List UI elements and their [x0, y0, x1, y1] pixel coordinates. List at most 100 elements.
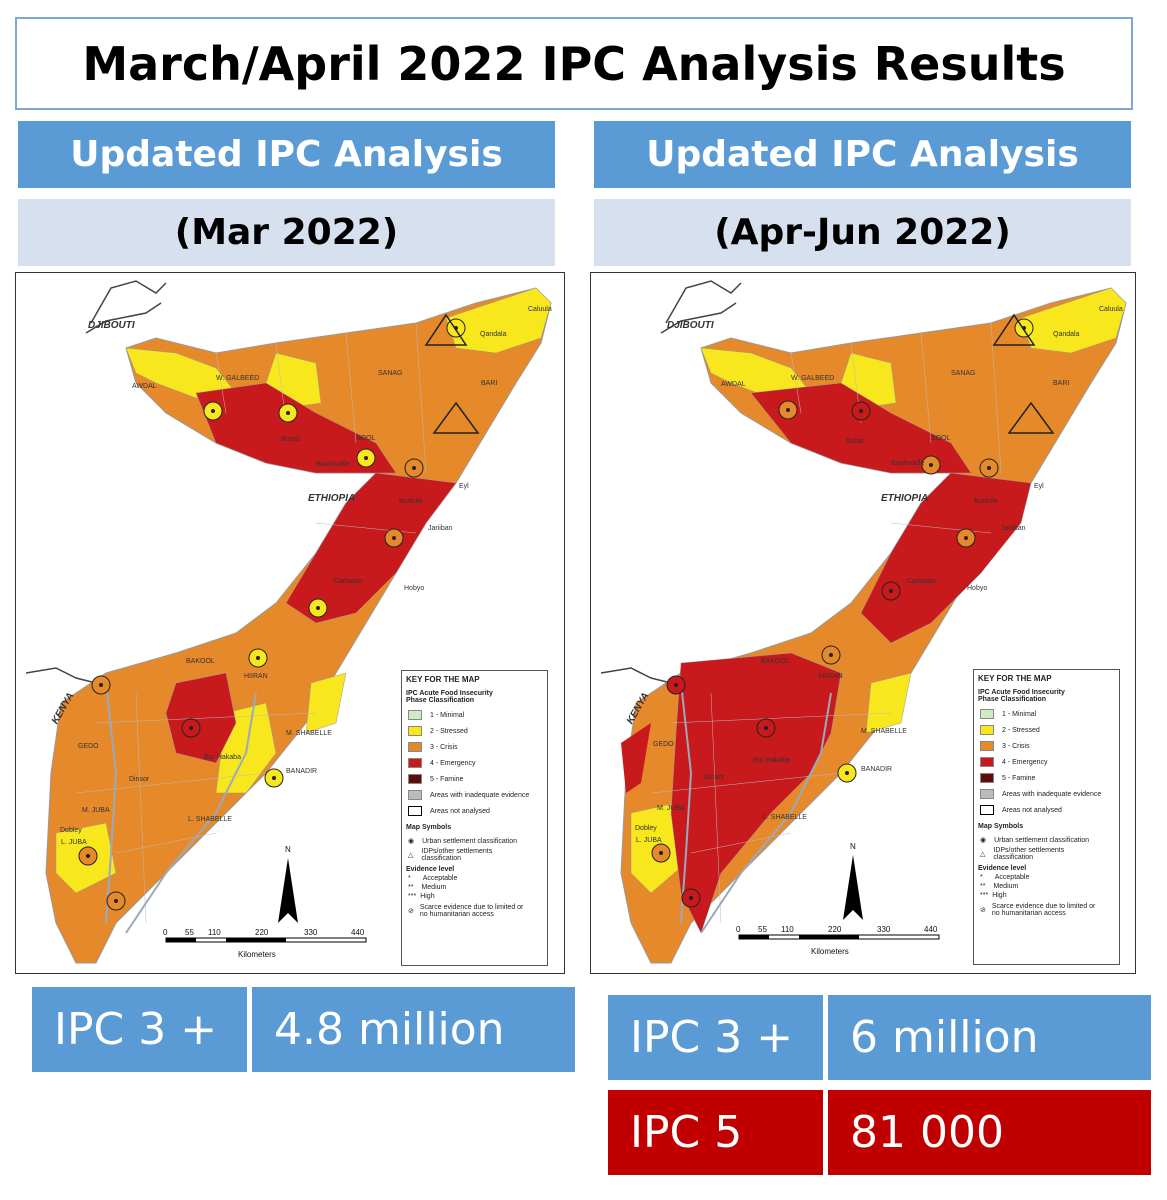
label-dinsor-right: Dinsor	[704, 774, 725, 781]
label-dobley: Dobley	[60, 827, 82, 834]
right-panel-period: (Apr-Jun 2022)	[594, 199, 1131, 266]
legend-symbols-title: Map Symbols	[406, 824, 452, 831]
legend-urban-right: Urban settlement classification	[994, 836, 1090, 844]
label-sanag: SANAG	[378, 370, 403, 377]
legend-subtitle-2: Phase Classification	[406, 697, 475, 704]
left-map: DJIBOUTI ETHIOPIA KENYA AWDAL W. GALBEED…	[15, 272, 565, 974]
legend-idp-2-right: classification	[993, 854, 1034, 861]
legend-title-right: KEY FOR THE MAP	[978, 674, 1052, 683]
legend-inadequate: Areas with inadequate evidence	[430, 791, 530, 799]
label-w-galbeed-right: W. GALBEED	[791, 375, 835, 382]
scale-tick-110-right: 110	[781, 925, 794, 934]
scarce-evidence-icon-right: ⊘	[980, 907, 986, 914]
legend-acceptable: Acceptable	[422, 875, 458, 882]
scarce-evidence-icon: ⊘	[408, 908, 414, 915]
label-cadaado-right: Cadaado	[907, 578, 936, 585]
legend-phase-2: 2 - Stressed	[430, 727, 468, 735]
label-gedo: GEDO	[78, 743, 99, 750]
legend-scarce-2: no humanitarian access	[419, 911, 494, 918]
scale-tick-330: 330	[304, 928, 318, 937]
legend-phase-2-right: 2 - Stressed	[1002, 726, 1040, 734]
legend-medium: Medium	[421, 884, 447, 891]
right-stat-ipc5-value: 81 000	[828, 1090, 1151, 1175]
scale-tick-0-right: 0	[736, 925, 741, 934]
legend-scarce-2-right: no humanitarian access	[991, 910, 1066, 917]
label-l-shabelle: L. SHABELLE	[188, 816, 232, 823]
label-dinsor: Dinsor	[129, 776, 150, 783]
label-bur-hakaba: Bur Hakaba	[204, 754, 241, 761]
legend-phase-5-right: 5 - Famine	[1002, 774, 1036, 782]
right-map-symbols	[651, 313, 1055, 908]
scale-tick-110: 110	[208, 928, 221, 937]
label-burtinle-right: Burtinle	[974, 498, 998, 505]
right-stat-ipc3-label: IPC 3 +	[608, 995, 823, 1080]
left-map-legend: KEY FOR THE MAP IPC Acute Food Insecurit…	[401, 670, 548, 966]
legend-phase-3-right: 3 - Crisis	[1002, 742, 1030, 750]
page-title: March/April 2022 IPC Analysis Results	[15, 17, 1133, 110]
label-caluula-right: Caluula	[1099, 306, 1123, 313]
label-m-shabelle-right: M. SHABELLE	[861, 728, 907, 735]
label-gedo-right: GEDO	[653, 741, 674, 748]
legend-scarce-1-right: Scarce evidence due to limited or	[991, 903, 1096, 910]
label-m-juba-right: M. JUBA	[657, 805, 685, 812]
scale-tick-220: 220	[255, 928, 269, 937]
label-buuhoodle-right: Buuhoodle	[891, 460, 925, 467]
label-sanag-right: SANAG	[951, 370, 976, 377]
legend-subtitle-2-right: Phase Classification	[978, 696, 1047, 703]
label-banadir: BANADIR	[286, 768, 318, 775]
scale-tick-55: 55	[185, 928, 194, 937]
right-map: DJIBOUTI ETHIOPIA KENYA AWDAL W. GALBEED…	[590, 272, 1136, 974]
left-stat-ipc3-label: IPC 3 +	[32, 987, 247, 1072]
scale-tick-0: 0	[163, 928, 168, 937]
label-hiiran: HIIRAN	[244, 673, 268, 680]
legend-idp-1: IDPs/other settlements	[421, 848, 493, 855]
legend-high: High	[420, 893, 435, 900]
label-banadir-right: BANADIR	[861, 766, 893, 773]
label-m-shabelle: M. SHABELLE	[286, 730, 332, 737]
label-caluula: Caluula	[528, 306, 552, 313]
label-sool-right: SOOL	[931, 435, 951, 442]
label-bakool: BAKOOL	[186, 658, 215, 665]
urban-symbol-icon: ◉	[408, 838, 415, 845]
scale-unit-right: Kilometers	[811, 947, 849, 956]
label-l-shabelle-right: L. SHABELLE	[763, 814, 807, 821]
left-map-symbols	[78, 313, 480, 911]
legend-inadequate-right: Areas with inadequate evidence	[1002, 790, 1102, 798]
legend-not-analysed: Areas not analysed	[430, 807, 490, 815]
legend-title: KEY FOR THE MAP	[406, 675, 480, 684]
legend-idp-2: classification	[421, 855, 462, 862]
label-ethiopia: ETHIOPIA	[308, 493, 356, 504]
scale-tick-440-right: 440	[924, 925, 938, 934]
urban-symbol-icon-right: ◉	[980, 837, 987, 844]
legend-medium-right: Medium	[993, 883, 1019, 890]
right-stat-ipc5-label: IPC 5	[608, 1090, 823, 1175]
label-hobyo-right: Hobyo	[967, 585, 988, 592]
label-burao: Burao	[281, 436, 300, 443]
label-burtinle: Burtinle	[399, 498, 423, 505]
label-bakool-right: BAKOOL	[761, 658, 790, 665]
legend-acceptable-right: Acceptable	[994, 874, 1030, 881]
label-buuhoodle: Buuhoodle	[316, 461, 350, 468]
legend-not-analysed-right: Areas not analysed	[1002, 806, 1062, 814]
label-dobley-right: Dobley	[635, 825, 657, 832]
label-qandala: Qandala	[480, 331, 507, 338]
label-awdal-right: AWDAL	[721, 381, 746, 388]
left-panel-header: Updated IPC Analysis	[18, 121, 555, 188]
scale-tick-440: 440	[351, 928, 365, 937]
legend-phase-4-right: 4 - Emergency	[1002, 758, 1048, 766]
label-jariiban: Jariiban	[428, 525, 453, 532]
label-djibouti-right: DJIBOUTI	[667, 320, 714, 331]
label-ethiopia-right: ETHIOPIA	[881, 493, 929, 504]
right-map-svg	[600, 280, 1127, 964]
label-cadaado: Cadaado	[334, 578, 363, 585]
label-qandala-right: Qandala	[1053, 331, 1080, 338]
label-hobyo: Hobyo	[404, 585, 425, 592]
label-m-juba: M. JUBA	[82, 807, 110, 814]
label-djibouti: DJIBOUTI	[88, 320, 135, 331]
legend-scarce-1: Scarce evidence due to limited or	[419, 904, 524, 911]
label-awdal: AWDAL	[132, 383, 157, 390]
left-stat-ipc3-value: 4.8 million	[252, 987, 575, 1072]
scale-tick-220-right: 220	[828, 925, 842, 934]
label-eyl: Eyl	[459, 483, 469, 490]
right-stat-ipc3-value: 6 million	[828, 995, 1151, 1080]
